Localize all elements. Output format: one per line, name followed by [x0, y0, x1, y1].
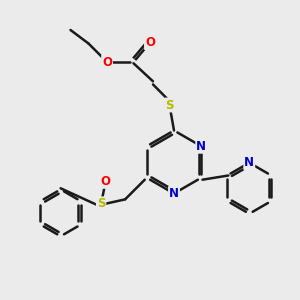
Text: S: S — [97, 197, 105, 210]
Text: S: S — [165, 98, 174, 112]
Text: N: N — [169, 187, 179, 200]
Text: N: N — [196, 140, 206, 153]
Text: N: N — [244, 156, 254, 169]
Text: O: O — [100, 175, 111, 188]
Text: O: O — [102, 56, 112, 69]
Text: O: O — [145, 36, 155, 49]
